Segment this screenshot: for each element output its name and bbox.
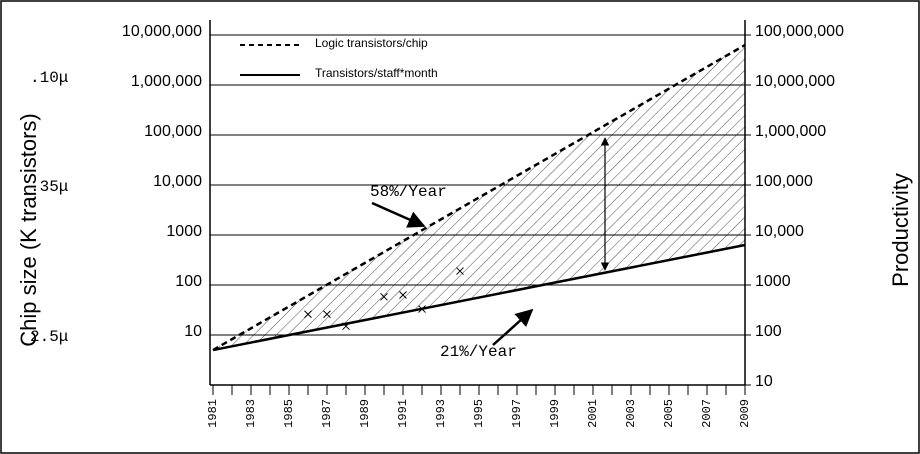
y2-tick-label: 100,000,000 bbox=[755, 23, 844, 40]
feature-size: .10μ bbox=[30, 69, 68, 87]
y2-axis-title: Productivity bbox=[888, 173, 913, 287]
data-point bbox=[342, 322, 350, 331]
x-tick-label: 2009 bbox=[738, 399, 752, 428]
series-line bbox=[212, 243, 746, 352]
data-point bbox=[380, 292, 388, 301]
y2-tick-label: 10 bbox=[755, 373, 773, 390]
x-tick-label: 1991 bbox=[396, 399, 410, 428]
data-point bbox=[323, 310, 331, 319]
annotation-arrow bbox=[371, 201, 426, 228]
feature-size: .35μ bbox=[30, 178, 68, 196]
x-tick-label: 1999 bbox=[548, 399, 562, 428]
x-tick-label: 1997 bbox=[510, 399, 524, 428]
y-tick-label: 1,000,000 bbox=[131, 73, 202, 90]
data-point bbox=[304, 310, 312, 319]
x-tick-label: 1993 bbox=[434, 399, 448, 428]
x-tick-label: 1981 bbox=[206, 399, 220, 428]
feature-size: 2.5μ bbox=[30, 328, 68, 346]
data-point bbox=[399, 291, 407, 299]
annotation-arrow bbox=[492, 308, 534, 346]
x-tick-label: 1995 bbox=[472, 399, 486, 428]
x-tick-label: 1989 bbox=[358, 399, 372, 428]
annotation: 21%/Year bbox=[440, 343, 517, 361]
y-tick-label: 100,000 bbox=[144, 123, 202, 140]
y2-tick-label: 10,000,000 bbox=[755, 73, 835, 90]
y-axis-title: Chip size (K transistors) bbox=[16, 113, 41, 347]
data-point bbox=[418, 305, 426, 313]
y-tick-label: 1000 bbox=[166, 223, 202, 240]
x-tick-label: 1987 bbox=[320, 399, 334, 428]
y2-tick-label: 1000 bbox=[755, 273, 791, 290]
data-point bbox=[456, 267, 464, 275]
x-tick-label: 2005 bbox=[662, 399, 676, 428]
x-tick-label: 2007 bbox=[700, 399, 714, 428]
legend-label: Logic transistors/chip bbox=[315, 36, 428, 50]
x-tick-label: 1985 bbox=[282, 399, 296, 428]
annotation: 58%/Year bbox=[370, 183, 447, 201]
y-tick-label: 10,000 bbox=[153, 173, 202, 190]
legend-label: Transistors/staff*month bbox=[315, 66, 438, 80]
series-line bbox=[212, 43, 746, 352]
x-tick-label: 1983 bbox=[244, 399, 258, 428]
y2-tick-label: 10,000 bbox=[755, 223, 804, 240]
x-tick-label: 2001 bbox=[586, 399, 600, 428]
y-tick-label: 10 bbox=[184, 323, 202, 340]
y2-tick-label: 100 bbox=[755, 323, 782, 340]
y2-tick-label: 1,000,000 bbox=[755, 123, 826, 140]
x-tick-label: 2003 bbox=[624, 399, 638, 428]
y-tick-label: 10,000,000 bbox=[122, 23, 202, 40]
y2-tick-label: 100,000 bbox=[755, 173, 813, 190]
y-tick-label: 100 bbox=[175, 273, 202, 290]
